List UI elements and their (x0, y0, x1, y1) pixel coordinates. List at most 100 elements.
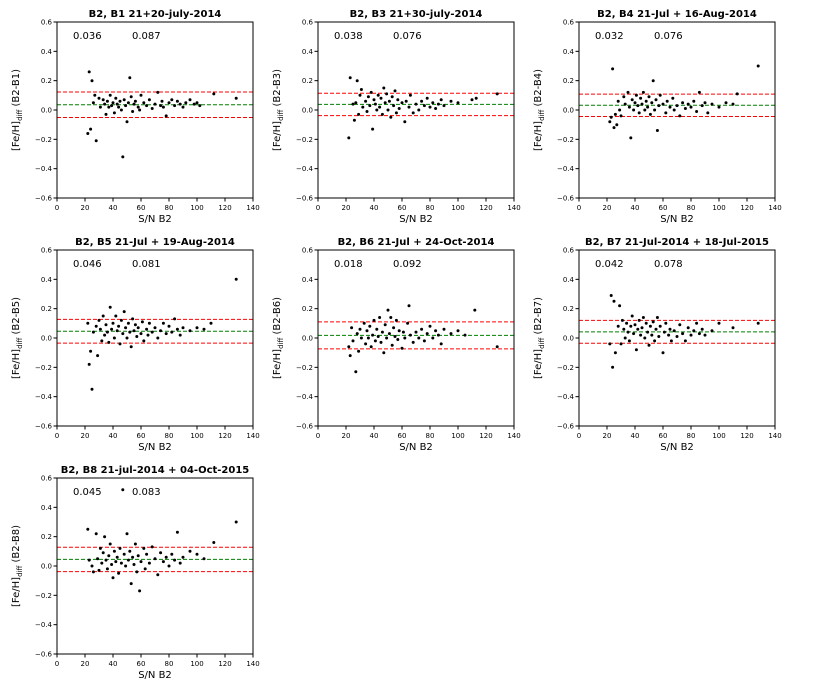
data-point (386, 308, 390, 312)
data-point (145, 552, 149, 556)
stat-left: 0.045 (73, 487, 102, 498)
data-point (160, 99, 164, 103)
data-point (147, 561, 151, 565)
data-point (643, 336, 647, 340)
y-tick-label: 0.2 (41, 77, 52, 85)
data-point (178, 102, 182, 106)
data-point (117, 324, 121, 328)
data-point (119, 108, 123, 112)
data-point (93, 93, 97, 97)
stat-right: 0.078 (654, 259, 683, 270)
data-point (94, 532, 98, 536)
data-point (122, 98, 126, 102)
panel-title: B2, B3 21+30-july-2014 (350, 9, 483, 20)
data-point (150, 107, 154, 110)
y-label-pair: (B2-B1) (11, 69, 22, 110)
data-point (212, 541, 216, 544)
x-tick-label: 120 (479, 432, 492, 440)
y-tick-label: 0.6 (302, 19, 314, 27)
data-point (385, 336, 389, 340)
x-tick-label: 140 (246, 660, 259, 668)
x-tick-label: 100 (712, 432, 725, 440)
data-point (683, 339, 687, 343)
data-point (368, 324, 372, 328)
data-point (355, 332, 359, 336)
y-axis-label: [Fe/H]diff (B2-B6) (272, 297, 285, 379)
x-tick-label: 60 (398, 204, 407, 212)
y-tick-label: 0.0 (563, 107, 574, 115)
data-point (202, 327, 206, 331)
data-point (382, 351, 386, 355)
x-tick-label: 100 (190, 204, 203, 212)
x-tick-label: 20 (603, 204, 612, 212)
data-point (634, 93, 638, 97)
data-point (629, 136, 633, 140)
x-tick-label: 140 (507, 204, 520, 212)
y-axis-label: [Fe/H]diff (B2-B7) (533, 297, 546, 379)
data-point (371, 333, 375, 337)
data-point (142, 546, 146, 550)
data-point (181, 105, 185, 109)
data-point (347, 345, 351, 349)
data-point (630, 314, 634, 318)
data-point (167, 101, 171, 105)
data-point (608, 342, 612, 346)
y-label-main: [Fe/H] (533, 121, 544, 151)
x-tick-label: 40 (631, 432, 640, 440)
data-point (375, 327, 379, 331)
data-point (411, 111, 415, 115)
y-tick-label: −0.6 (557, 195, 575, 203)
panel-title: B2, B8 21-jul-2014 + 04-Oct-2015 (61, 465, 250, 476)
data-point (639, 96, 643, 100)
data-point (686, 102, 690, 106)
data-point (164, 114, 168, 118)
x-tick-label: 80 (165, 204, 174, 212)
data-point (138, 108, 142, 112)
data-point (104, 112, 108, 116)
data-point (695, 321, 699, 325)
x-tick-label: 40 (109, 660, 118, 668)
data-point (202, 557, 206, 561)
data-point (632, 332, 636, 336)
x-tick-label: 60 (137, 660, 146, 668)
panel-title: B2, B4 21-Jul + 16-Aug-2014 (597, 9, 757, 20)
data-point (640, 326, 644, 330)
data-point (393, 335, 397, 338)
x-tick-label: 120 (740, 204, 753, 212)
data-point (735, 92, 739, 96)
data-point (658, 324, 662, 328)
data-point (641, 316, 645, 319)
data-point (110, 104, 114, 108)
data-point (124, 104, 128, 108)
data-point (161, 560, 165, 564)
data-point (184, 101, 188, 105)
data-point (145, 327, 149, 331)
data-point (89, 127, 93, 131)
panel-2: B2, B3 21+30-july-2014 0.038 0.076 0 20 40 60 8… (272, 9, 521, 225)
data-point (622, 95, 626, 99)
x-tick-label: 140 (246, 204, 259, 212)
data-point (110, 563, 114, 566)
data-point (612, 299, 616, 303)
panel-title: B2, B1 21+20-july-2014 (89, 9, 222, 20)
data-point (96, 354, 100, 358)
data-point (637, 318, 641, 322)
data-point (646, 330, 650, 334)
data-point (94, 324, 98, 328)
x-tick-label: 80 (165, 660, 174, 668)
data-point (100, 339, 104, 343)
data-point (108, 542, 112, 546)
data-point (143, 567, 147, 571)
data-point (647, 343, 651, 347)
data-point (153, 557, 157, 561)
data-point (385, 92, 389, 96)
data-point (173, 558, 177, 562)
data-point (378, 316, 382, 319)
y-tick-label: −0.2 (557, 136, 574, 144)
data-point (678, 114, 682, 118)
data-point (449, 99, 453, 103)
x-axis-label: S/N B2 (138, 442, 172, 453)
x-tick-label: 40 (370, 204, 379, 212)
x-axis-label: S/N B2 (399, 442, 433, 453)
data-point (101, 314, 105, 318)
